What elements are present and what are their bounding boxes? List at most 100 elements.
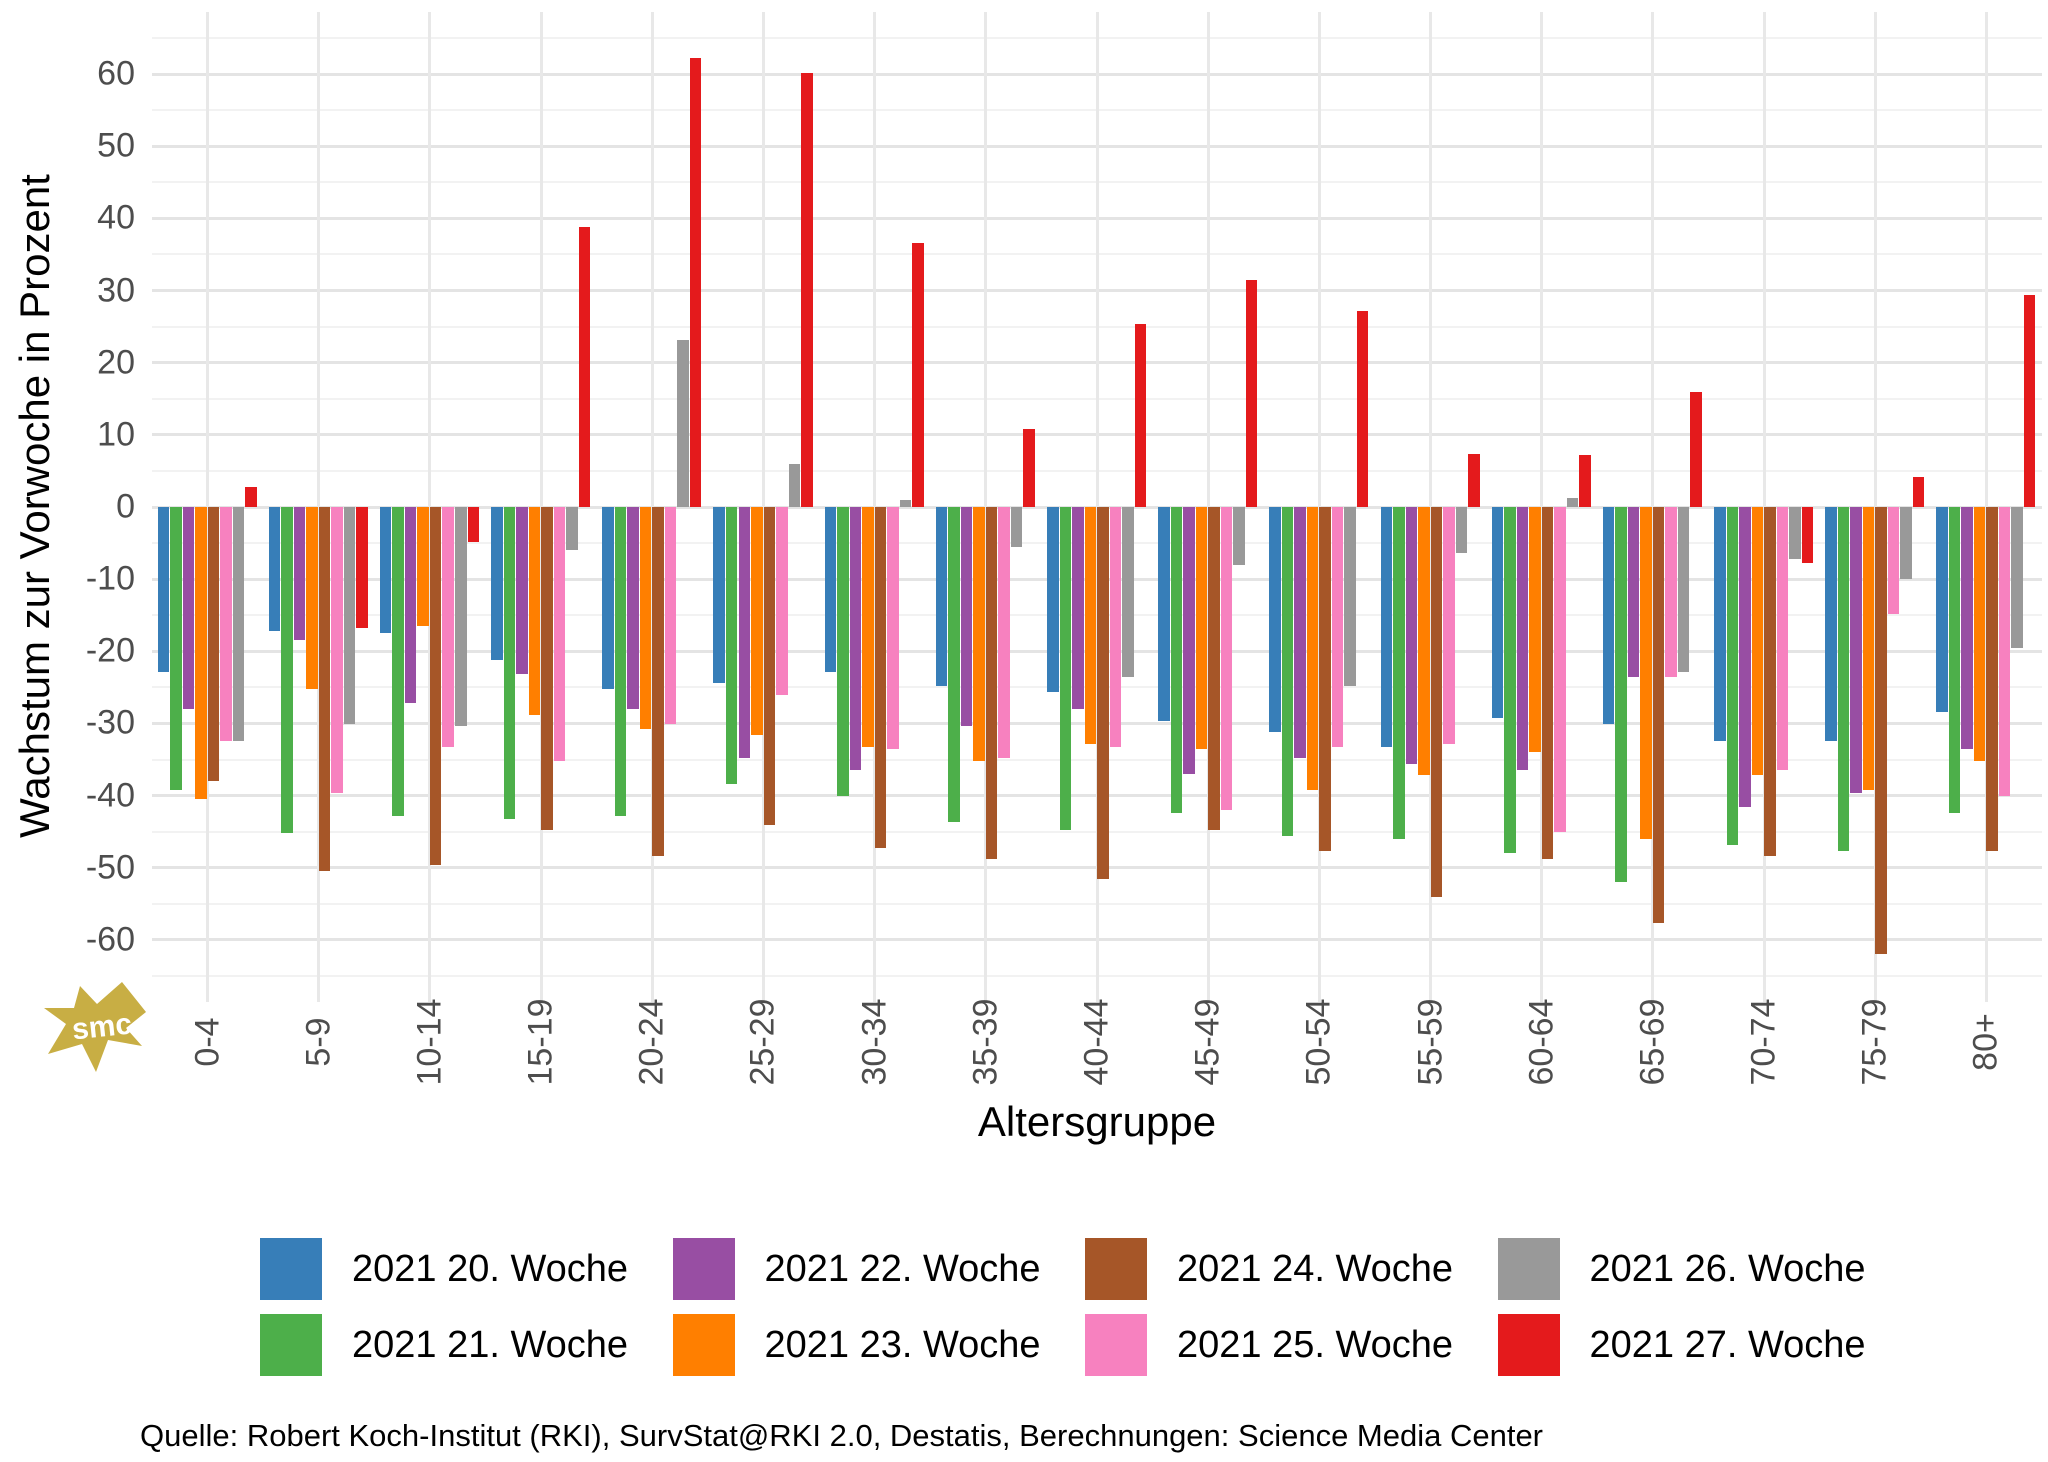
bar-2021-25-20-24	[664, 507, 677, 724]
bar-2021-21-30-34	[837, 507, 849, 796]
bar-2021-21-15-19	[503, 507, 516, 819]
bar-2021-23-25-29	[751, 507, 763, 735]
x-tick-label: 80+	[1966, 1013, 2005, 1071]
bar-2021-20-30-34	[824, 507, 837, 672]
bar-2021-20-40-44	[1047, 507, 1059, 692]
x-tick-label: 70-74	[1744, 998, 1783, 1086]
bar-2021-27-55-59	[1468, 453, 1480, 507]
x-axis-title: Altersgruppe	[977, 1098, 1217, 1145]
y-tick-label: -50	[85, 848, 135, 887]
vertical-gridline	[206, 12, 210, 1002]
bar-2021-25-50-54	[1331, 507, 1344, 747]
legend-label: 2021 24. Woche	[1177, 1247, 1454, 1290]
bar-2021-22-45-49	[1183, 507, 1195, 774]
bar-2021-27-60-64	[1579, 455, 1591, 507]
x-tick-label: 45-49	[1188, 998, 1227, 1086]
bar-2021-20-0-4	[157, 507, 170, 672]
bar-2021-23-10-14	[417, 507, 429, 627]
x-tick-label: 30-34	[855, 998, 894, 1086]
bar-2021-21-80+	[1948, 507, 1961, 813]
bar-2021-24-30-34	[874, 507, 887, 848]
bar-2021-20-65-69	[1602, 507, 1615, 724]
legend-swatch-icon	[672, 1314, 735, 1376]
bar-2021-22-20-24	[627, 507, 639, 709]
bar-2021-27-10-14	[467, 507, 479, 542]
bar-2021-26-70-74	[1789, 507, 1801, 559]
bar-2021-26-40-44	[1122, 507, 1134, 678]
x-tick-label: 50-54	[1299, 998, 1338, 1086]
bar-2021-23-20-24	[639, 507, 652, 730]
legend-item: 2021 21. Woche	[260, 1314, 663, 1376]
source-caption: Quelle: Robert Koch-Institut (RKI), Surv…	[140, 1418, 1544, 1453]
bar-2021-22-35-39	[960, 507, 973, 727]
bar-2021-23-75-79	[1862, 507, 1875, 790]
x-tick-label: 20-24	[632, 998, 671, 1086]
bar-2021-22-75-79	[1850, 507, 1862, 793]
x-tick-label: 10-14	[410, 998, 449, 1086]
legend-item: 2021 26. Woche	[1497, 1238, 1901, 1300]
bar-2021-24-70-74	[1764, 507, 1776, 857]
bar-2021-24-65-69	[1652, 507, 1665, 923]
bar-2021-25-30-34	[887, 507, 899, 750]
bar-2021-26-75-79	[1900, 507, 1912, 580]
y-tick-label: 0	[116, 487, 135, 526]
x-tick-label: 75-79	[1855, 998, 1894, 1086]
legend-label: 2021 26. Woche	[1589, 1247, 1866, 1290]
y-tick-label: 30	[97, 271, 135, 310]
bar-2021-20-10-14	[379, 507, 392, 634]
smc-logo-star-icon	[44, 982, 146, 1072]
bar-2021-24-40-44	[1097, 507, 1109, 879]
x-tick-label: 60-64	[1522, 998, 1561, 1086]
bar-2021-24-55-59	[1430, 507, 1442, 897]
bar-2021-25-5-9	[331, 507, 343, 793]
bar-2021-21-50-54	[1281, 507, 1294, 836]
bar-2021-21-25-29	[725, 507, 738, 785]
bar-2021-26-30-34	[899, 499, 912, 507]
legend-label: 2021 20. Woche	[352, 1247, 629, 1290]
bar-2021-26-55-59	[1455, 507, 1467, 554]
legend-label: 2021 25. Woche	[1177, 1323, 1454, 1366]
vertical-gridline	[761, 12, 765, 1002]
bar-2021-23-60-64	[1529, 507, 1541, 753]
bar-2021-20-15-19	[491, 507, 503, 660]
bar-2021-25-45-49	[1220, 507, 1233, 811]
bar-2021-20-60-64	[1491, 507, 1504, 718]
vertical-gridline	[650, 12, 654, 1002]
x-tick-label: 35-39	[966, 998, 1005, 1086]
bar-2021-21-60-64	[1504, 507, 1516, 854]
bar-2021-23-65-69	[1640, 507, 1652, 839]
y-tick-label: 10	[97, 415, 135, 454]
legend-swatch-icon	[1085, 1314, 1147, 1376]
bar-2021-27-0-4	[245, 486, 257, 507]
y-tick-label: -40	[85, 776, 135, 815]
bar-2021-22-80+	[1961, 507, 1973, 750]
bar-2021-23-5-9	[306, 507, 318, 689]
bar-2021-21-40-44	[1059, 507, 1071, 831]
legend-swatch-icon	[1085, 1238, 1147, 1300]
y-tick-label: 20	[97, 343, 135, 382]
bar-2021-23-40-44	[1084, 507, 1096, 744]
x-tick-label: 40-44	[1077, 998, 1116, 1086]
bar-2021-25-15-19	[553, 507, 566, 761]
bar-2021-27-35-39	[1023, 429, 1035, 507]
legend-item: 2021 25. Woche	[1085, 1314, 1488, 1376]
bar-2021-27-25-29	[801, 72, 813, 507]
bar-2021-26-65-69	[1677, 507, 1690, 672]
legend-swatch-icon	[1497, 1314, 1560, 1376]
bar-2021-20-20-24	[602, 507, 614, 689]
legend-swatch-icon	[672, 1238, 735, 1300]
bar-2021-27-50-54	[1356, 310, 1369, 507]
bar-2021-24-25-29	[763, 507, 775, 825]
y-tick-label: 50	[97, 126, 135, 165]
bar-2021-20-5-9	[268, 507, 281, 632]
bar-2021-20-35-39	[935, 507, 948, 686]
bar-2021-21-45-49	[1170, 507, 1183, 813]
legend-item: 2021 27. Woche	[1497, 1314, 1901, 1376]
bar-2021-22-50-54	[1294, 507, 1306, 759]
bar-2021-23-70-74	[1751, 507, 1764, 776]
bar-2021-21-75-79	[1837, 507, 1850, 851]
bar-2021-27-75-79	[1912, 476, 1925, 507]
bar-2021-22-0-4	[182, 507, 195, 709]
bar-2021-20-50-54	[1269, 507, 1281, 733]
